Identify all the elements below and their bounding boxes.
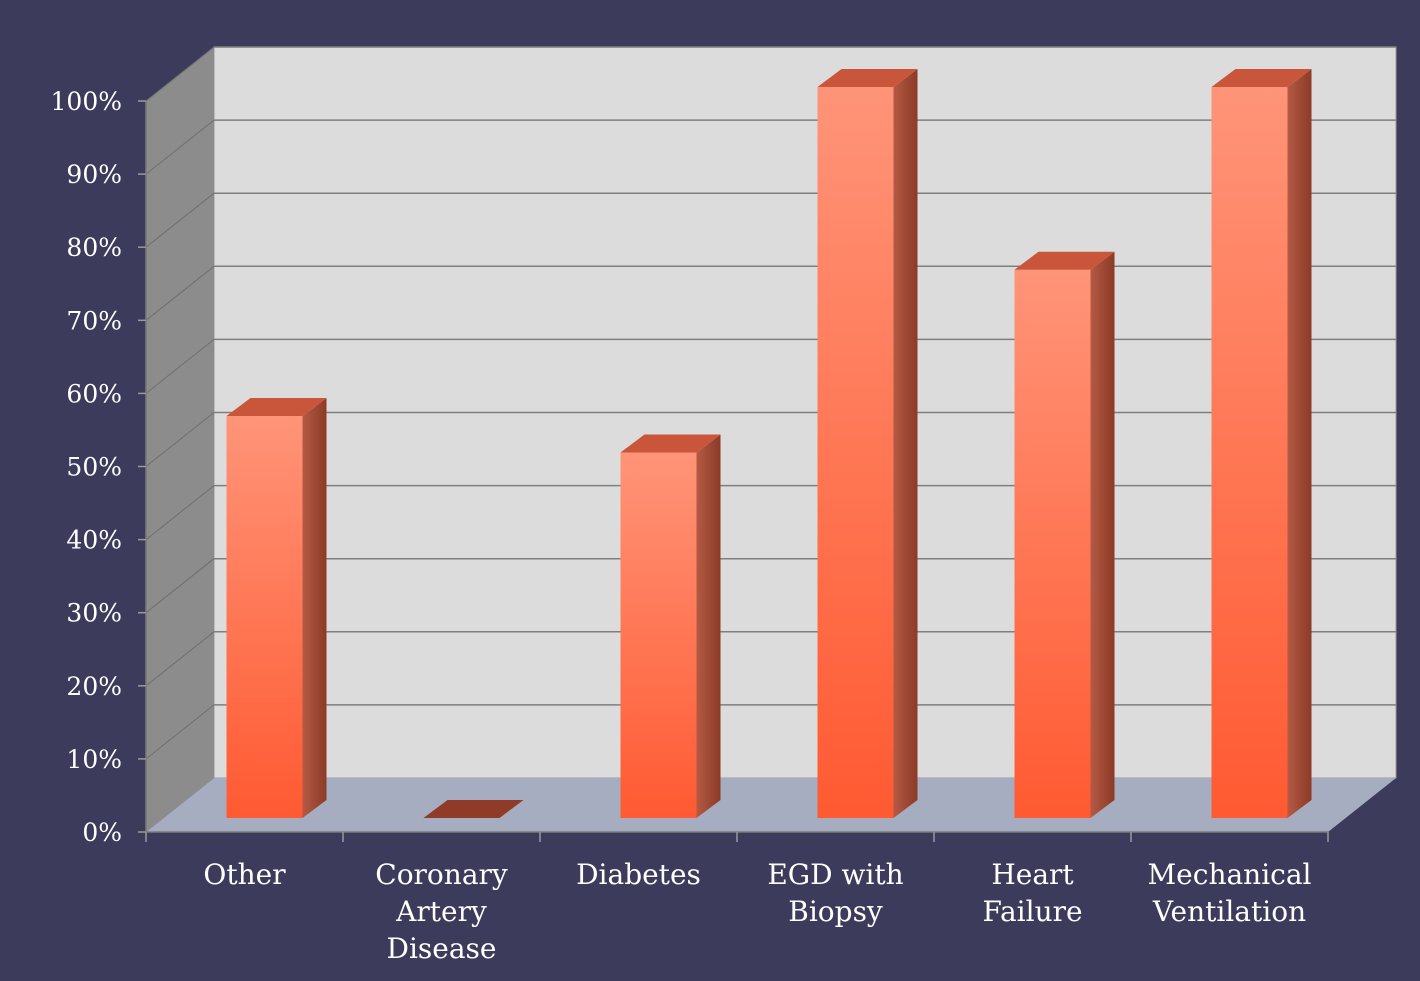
y-tick-label: 90% [66,160,122,189]
bar-top [226,397,327,416]
x-tick-label: Heart Failure [982,858,1082,928]
bar-front [1014,269,1091,818]
x-tick-label-line: Disease [387,932,497,965]
bar-top [1014,251,1115,270]
gridline-side [145,339,215,394]
x-tick-label-line: Ventilation [1152,895,1306,928]
gridlines [145,46,1396,760]
x-tick-label-line: Mechanical [1148,858,1312,891]
y-tick-label: 40% [66,526,122,555]
bar-side [1287,69,1312,818]
bar [620,434,721,818]
gridline-side [145,631,215,687]
x-tick-label-line: Heart [991,858,1074,891]
x-tick-label: Other [203,858,286,891]
bar-chart: 0% 10% 20% 30% 40% 50% 60% 70% 80% 90% 100% Other Co… [51,46,1397,965]
bar-side [893,69,918,818]
x-tick-label-line: Failure [982,895,1082,928]
x-tick-label-line: Diabetes [576,858,701,891]
bar-top [620,434,721,453]
gridline-side [145,412,215,467]
gridline-side [145,119,215,175]
bar-top [817,69,918,87]
bar [1014,251,1115,818]
x-tick-label-line: EGD with [767,858,903,891]
axis-labels: 0% 10% 20% 30% 40% 50% 60% 70% 80% 90% 100% Other Co… [51,87,1312,965]
bar-front [817,87,894,818]
y-tick-label: 20% [66,672,122,701]
gridline-side [145,558,215,614]
bar-front [1211,87,1288,818]
y-tick-label: 60% [66,379,122,408]
axes [138,100,1329,842]
x-tick-label-line: Coronary [375,858,508,891]
bar-side [696,434,721,818]
gridline-side [145,46,215,102]
bar [226,397,327,818]
y-tick-label: 50% [66,453,122,482]
bar-top [423,800,524,818]
bar [423,800,524,818]
bar-front [226,415,303,818]
chart-walls [146,46,1397,832]
bar [1211,69,1312,818]
x-tick-label: Diabetes [576,858,701,891]
y-tick-label: 0% [82,818,122,847]
y-tick-label: 70% [66,306,122,335]
y-tick-label: 80% [66,233,122,262]
x-tick-label-line: Artery [395,895,487,928]
y-tick-label: 100% [51,87,122,116]
bar-side [1090,251,1115,818]
x-tick-label: Mechanical Ventilation [1148,858,1312,928]
bar [817,69,918,818]
bar-front [620,452,697,818]
bars [226,69,1312,818]
x-tick-label-line: Other [203,858,286,891]
floor [146,778,1396,832]
y-tick-label: 30% [66,599,122,628]
bar-top [1211,69,1312,87]
chart-frame: 0% 10% 20% 30% 40% 50% 60% 70% 80% 90% 100% Other Co… [10,6,1420,975]
bar-side [302,397,327,818]
gridline-side [145,704,215,760]
gridline-side [145,265,215,321]
gridline-side [145,192,215,248]
x-tick-label: Coronary Artery Disease [375,858,508,965]
y-tick-label: 10% [66,745,122,774]
x-tick-label-line: Biopsy [788,895,883,928]
x-tick-label: EGD with Biopsy [767,858,903,928]
gridline-side [145,485,215,540]
